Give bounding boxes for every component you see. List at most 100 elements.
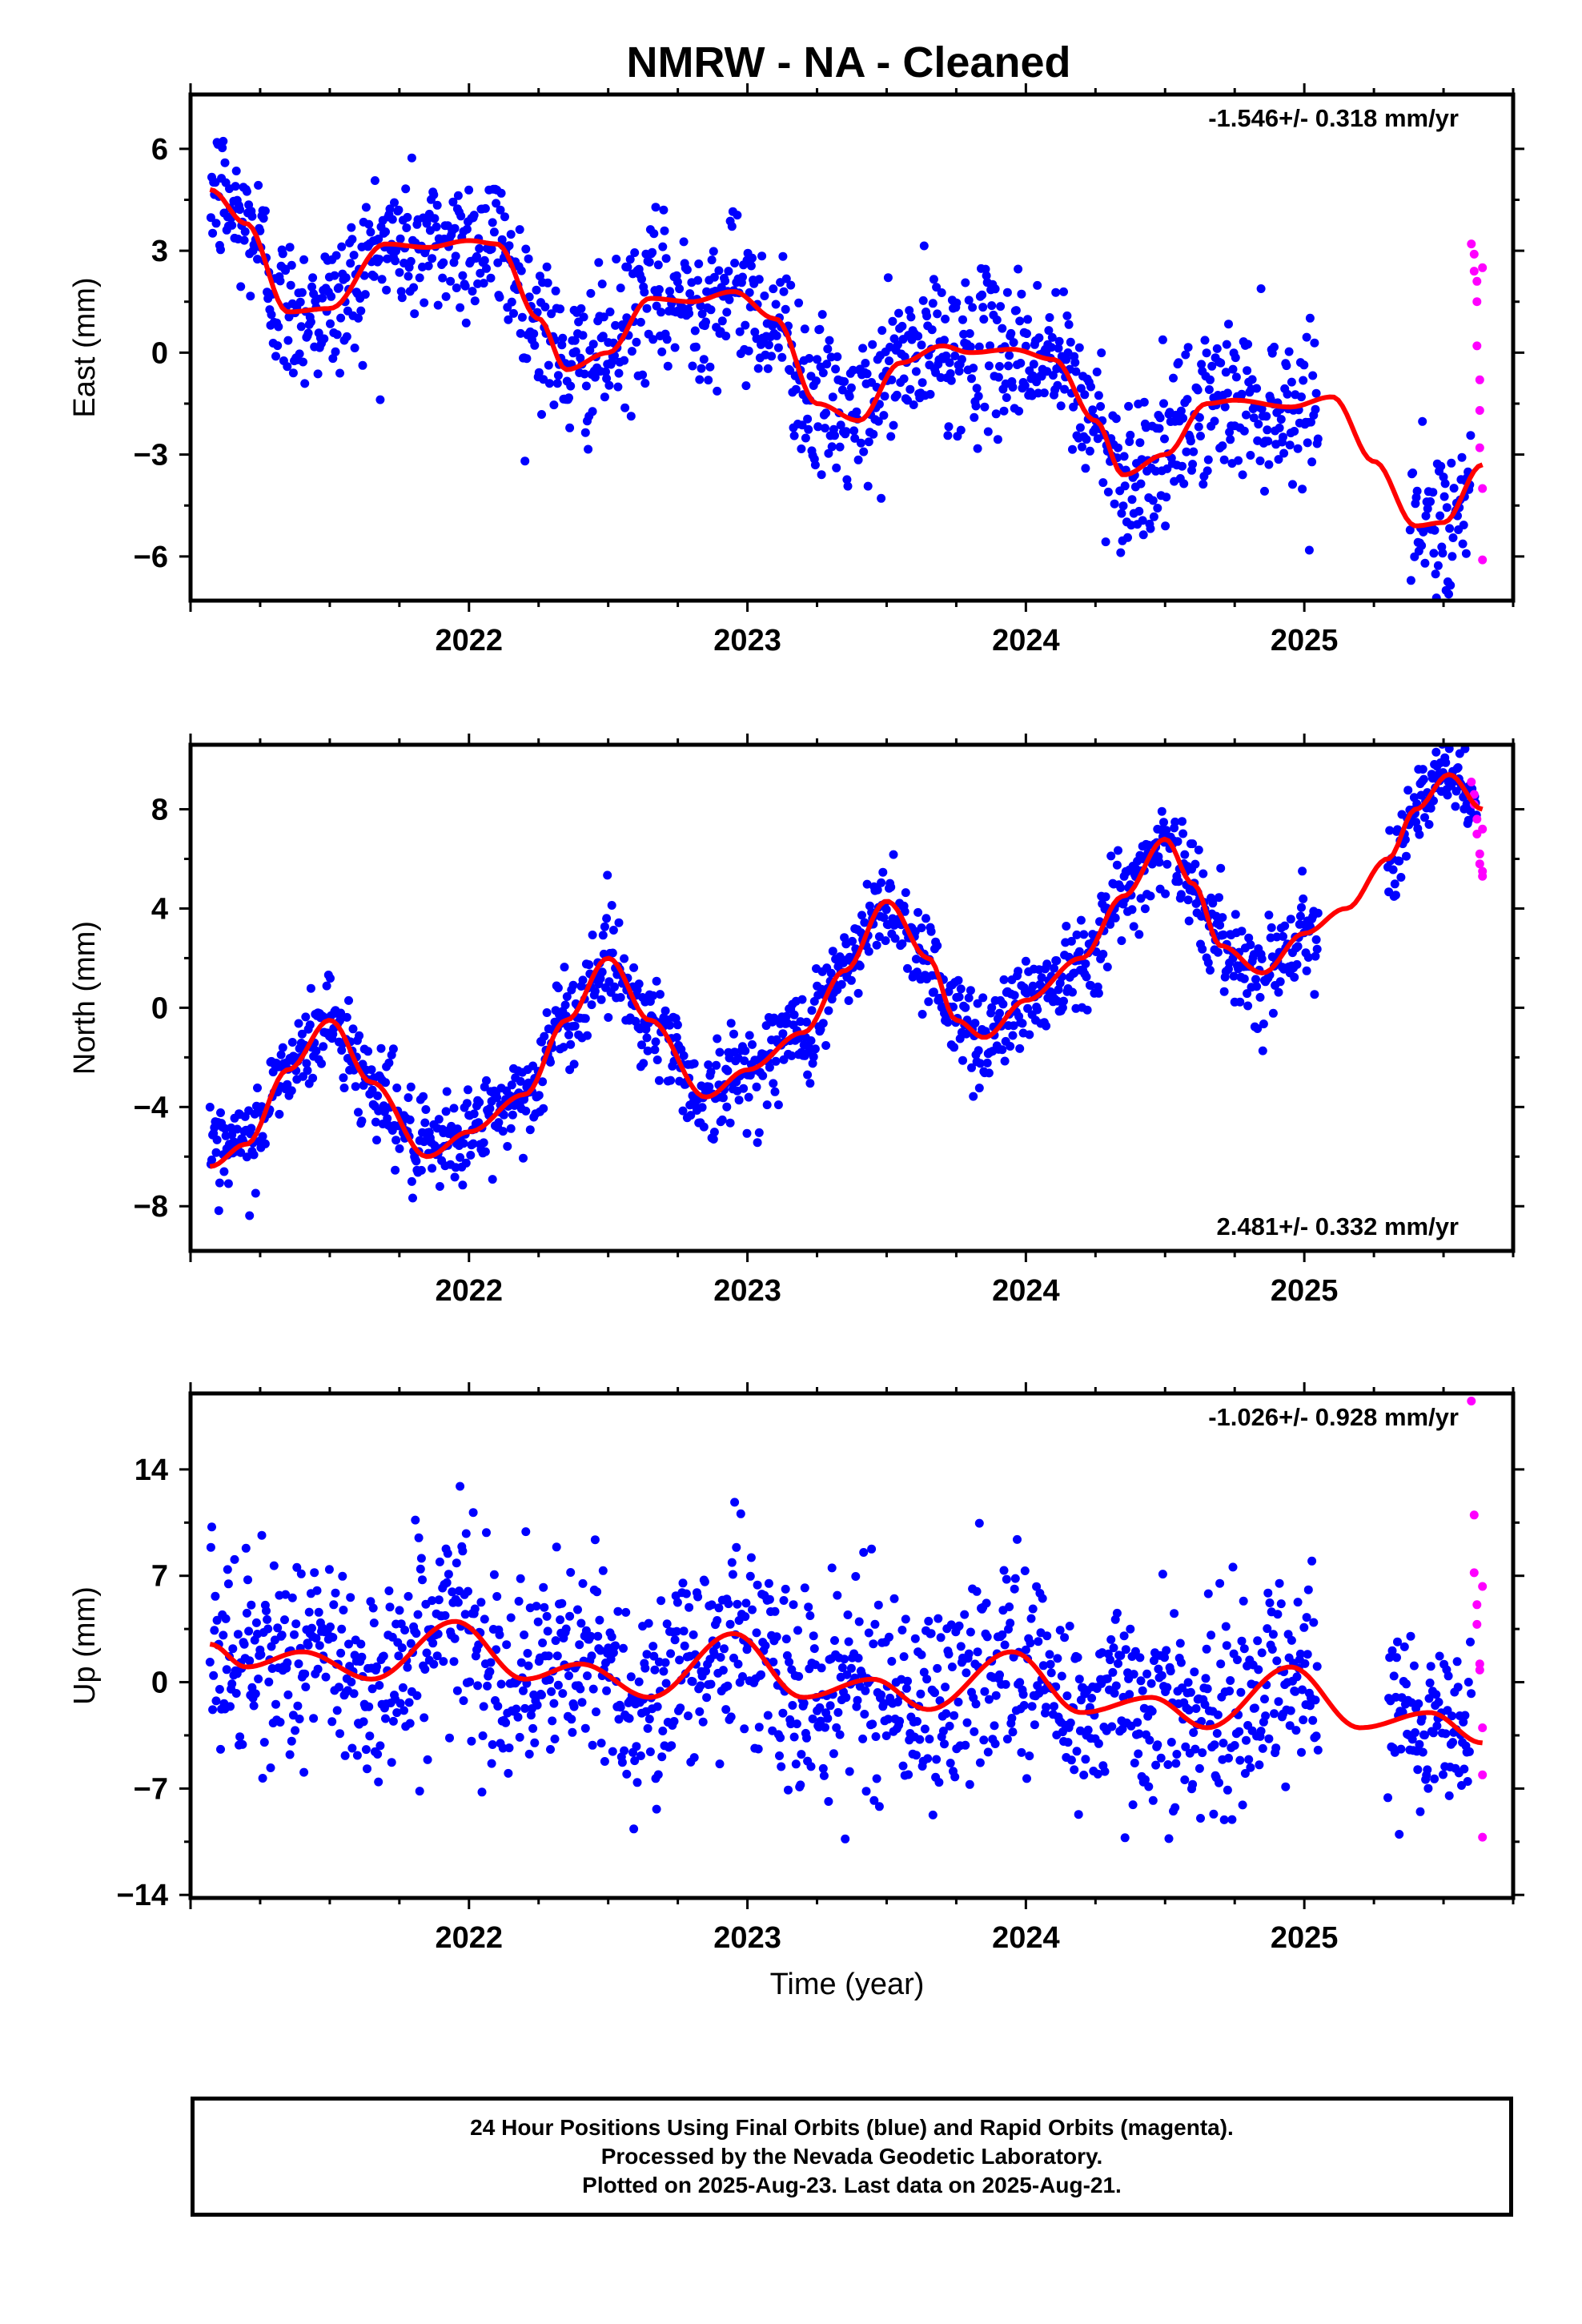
final-orbit-point xyxy=(950,352,960,360)
final-orbit-point xyxy=(1254,420,1263,429)
final-orbit-point xyxy=(1052,956,1062,966)
final-orbit-point xyxy=(1415,830,1424,839)
final-orbit-point xyxy=(746,261,756,271)
final-orbit-point xyxy=(474,1640,484,1650)
plot-area xyxy=(205,745,1488,1220)
final-orbit-point xyxy=(530,1738,540,1747)
final-orbit-point xyxy=(809,1052,818,1062)
final-orbit-point xyxy=(667,1741,677,1751)
final-orbit-point xyxy=(275,1718,285,1727)
final-orbit-point xyxy=(1014,406,1024,416)
final-orbit-point xyxy=(480,1147,490,1156)
rapid-orbit-point xyxy=(1469,1510,1479,1520)
final-orbit-point xyxy=(1271,1743,1281,1753)
final-orbit-point xyxy=(430,214,440,223)
final-orbit-point xyxy=(653,1770,663,1779)
final-orbit-point xyxy=(1054,344,1063,353)
final-orbit-point xyxy=(515,225,524,235)
final-orbit-point xyxy=(429,190,439,199)
final-orbit-point xyxy=(1058,1727,1067,1737)
final-orbit-point xyxy=(1263,1588,1273,1598)
final-orbit-point xyxy=(853,1695,862,1705)
final-orbit-point xyxy=(1010,991,1019,1000)
final-orbit-point xyxy=(286,280,295,290)
final-orbit-point xyxy=(1100,1767,1110,1776)
final-orbit-point xyxy=(1293,942,1303,951)
final-orbit-point xyxy=(1260,1695,1269,1704)
final-orbit-point xyxy=(513,1712,523,1722)
final-orbit-point xyxy=(271,1699,280,1709)
final-orbit-point xyxy=(1279,931,1287,941)
final-orbit-point xyxy=(893,340,902,349)
final-orbit-point xyxy=(534,368,544,377)
final-orbit-point xyxy=(1114,1659,1122,1668)
final-orbit-point xyxy=(210,1626,219,1635)
final-orbit-point xyxy=(657,1752,667,1762)
final-orbit-point xyxy=(420,1713,429,1723)
final-orbit-point xyxy=(216,245,225,255)
final-orbit-point xyxy=(946,1759,955,1768)
final-orbit-point xyxy=(1235,1727,1244,1736)
final-orbit-point xyxy=(301,1012,311,1022)
final-orbit-point xyxy=(349,1689,359,1699)
final-orbit-point xyxy=(652,1055,662,1064)
final-orbit-point xyxy=(889,850,898,859)
final-orbit-point xyxy=(595,1615,604,1625)
final-orbit-point xyxy=(1033,280,1042,290)
final-orbit-point xyxy=(1081,1755,1090,1764)
final-orbit-point xyxy=(538,1077,548,1087)
final-orbit-point xyxy=(897,321,907,331)
final-orbit-point xyxy=(416,1564,425,1574)
final-orbit-point xyxy=(726,1019,736,1028)
final-orbit-point xyxy=(335,1729,344,1739)
final-orbit-point xyxy=(1203,466,1212,476)
y-axis-label: Up (mm) xyxy=(68,1586,102,1705)
final-orbit-point xyxy=(292,1562,302,1572)
final-orbit-point xyxy=(558,1689,568,1699)
final-orbit-point xyxy=(1011,306,1021,316)
final-orbit-point xyxy=(858,1734,868,1743)
final-orbit-point xyxy=(757,1670,765,1679)
final-orbit-point xyxy=(1312,1662,1322,1671)
final-orbit-point xyxy=(287,260,296,270)
rapid-orbit-point xyxy=(1478,1832,1488,1842)
final-orbit-point xyxy=(488,218,497,227)
final-orbit-point xyxy=(730,259,740,267)
final-orbit-point xyxy=(468,1508,478,1518)
final-orbit-point xyxy=(424,261,433,271)
final-orbit-point xyxy=(1062,922,1071,931)
final-orbit-point xyxy=(544,1675,554,1684)
final-orbit-point xyxy=(1430,525,1439,535)
final-orbit-point xyxy=(1224,320,1233,329)
final-orbit-point xyxy=(1240,1769,1250,1778)
final-orbit-point xyxy=(403,1663,412,1672)
final-orbit-point xyxy=(274,322,283,332)
final-orbit-point xyxy=(1030,1720,1039,1730)
final-orbit-point xyxy=(369,271,379,281)
final-orbit-point xyxy=(549,400,559,410)
final-orbit-point xyxy=(219,1630,228,1640)
final-orbit-point xyxy=(1228,1562,1238,1572)
final-orbit-point xyxy=(837,979,846,989)
final-orbit-point xyxy=(903,396,912,405)
final-orbit-point xyxy=(702,1693,712,1703)
final-orbit-point xyxy=(400,1626,410,1634)
final-orbit-point xyxy=(489,1570,499,1579)
final-orbit-point xyxy=(727,222,737,231)
final-orbit-point xyxy=(573,1605,582,1614)
final-orbit-point xyxy=(1429,549,1439,558)
final-orbit-point xyxy=(694,259,704,268)
final-orbit-point xyxy=(961,1003,970,1012)
final-orbit-point xyxy=(1079,930,1089,939)
final-orbit-point xyxy=(1200,1700,1210,1709)
final-orbit-point xyxy=(299,357,307,367)
rate-label: -1.546+/- 0.318 mm/yr xyxy=(1208,104,1459,132)
final-orbit-point xyxy=(392,1708,402,1718)
final-orbit-point xyxy=(659,1667,669,1676)
final-orbit-point xyxy=(933,309,942,319)
final-orbit-point xyxy=(1020,380,1030,390)
final-orbit-point xyxy=(1070,358,1080,368)
rapid-orbit-point xyxy=(1475,1659,1484,1669)
final-orbit-point xyxy=(1218,913,1227,923)
